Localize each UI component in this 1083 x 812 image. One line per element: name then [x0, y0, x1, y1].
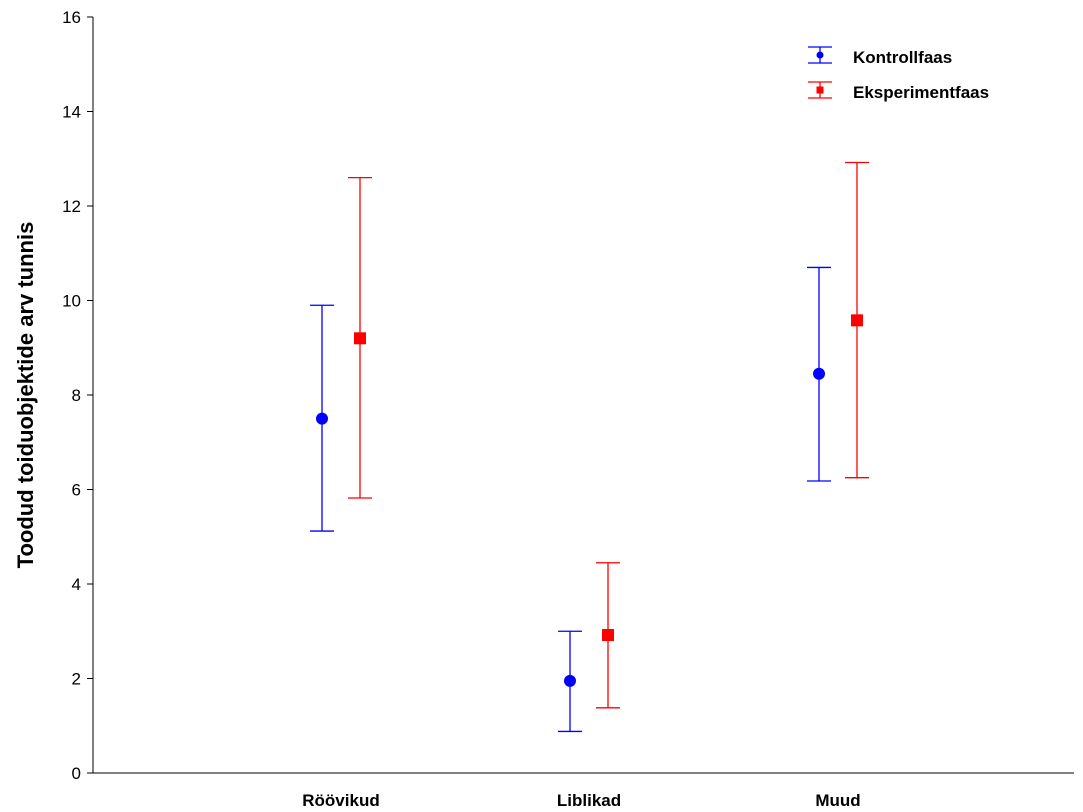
data-point	[564, 674, 576, 687]
y-axis-ticks: 0 2 4 6 8 10 12 14 16	[62, 8, 93, 783]
x-category-label: Muud	[815, 791, 860, 810]
data-point	[354, 332, 366, 345]
legend-label: Kontrollfaas	[853, 48, 952, 67]
y-tick-label: 4	[72, 575, 81, 594]
y-tick-label: 8	[72, 386, 81, 405]
legend-marker	[816, 51, 824, 59]
legend-label: Eksperimentfaas	[853, 83, 989, 102]
y-tick-label: 16	[62, 8, 81, 27]
y-axis-title: Toodud toiduobjektide arv tunnis	[13, 222, 38, 569]
x-category-label: Liblikad	[557, 791, 621, 810]
data-point	[851, 314, 863, 327]
legend-item: Eksperimentfaas	[808, 81, 989, 102]
y-tick-label: 0	[72, 764, 81, 783]
x-axis-category-labels: Röövikud Liblikad Muud	[302, 791, 860, 810]
data-point	[316, 412, 328, 425]
y-tick-label: 6	[72, 481, 81, 500]
y-tick-label: 12	[62, 197, 81, 216]
plot-frame	[92, 17, 1074, 774]
y-tick-label: 2	[72, 670, 81, 689]
y-tick-label: 10	[62, 292, 81, 311]
legend-marker	[816, 86, 824, 94]
y-tick-label: 14	[62, 103, 81, 122]
series-1	[310, 266, 831, 733]
data-point	[813, 367, 825, 380]
x-category-label: Röövikud	[302, 791, 379, 810]
legend: Kontrollfaas Eksperimentfaas	[808, 46, 989, 102]
legend-item: Kontrollfaas	[808, 46, 952, 67]
data-series	[310, 161, 869, 733]
data-point	[602, 629, 614, 642]
series-2	[348, 161, 869, 709]
